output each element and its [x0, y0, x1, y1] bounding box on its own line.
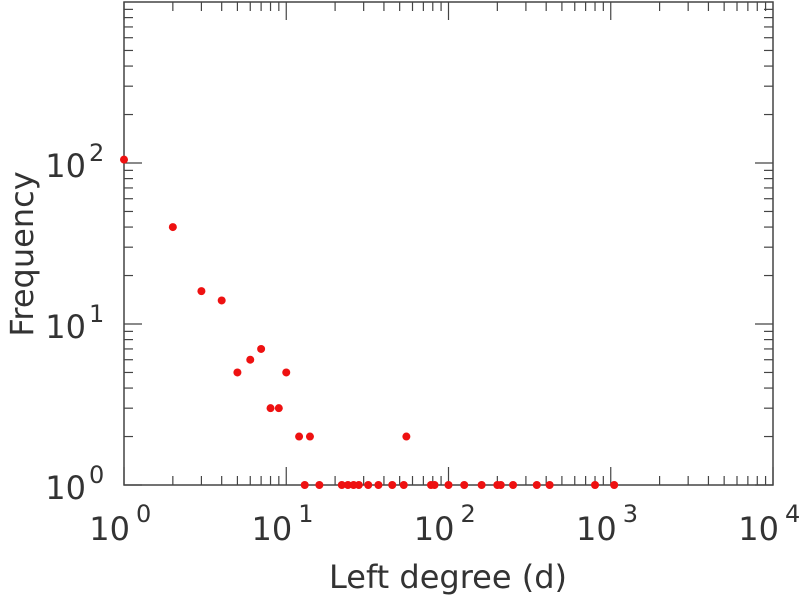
- data-points-layer: [120, 155, 619, 489]
- x-tick-label-exponent: 0: [136, 500, 151, 528]
- x-tick-label-base: 10: [89, 510, 130, 548]
- data-point: [305, 432, 314, 441]
- x-tick-label-exponent: 4: [785, 500, 800, 528]
- y-tick-label-exponent: 1: [89, 300, 104, 328]
- data-point: [545, 481, 554, 489]
- data-point: [282, 368, 291, 377]
- y-tick-label-base: 10: [45, 469, 86, 507]
- y-tick-label-base: 10: [45, 147, 86, 185]
- axes-layer: [123, 1, 774, 486]
- data-point: [337, 481, 346, 489]
- data-point: [388, 481, 397, 489]
- data-point: [120, 155, 128, 164]
- x-tick-label-base: 10: [414, 510, 455, 548]
- data-point: [496, 481, 505, 489]
- data-point: [399, 481, 408, 489]
- x-tick-label-base: 10: [252, 510, 293, 548]
- data-point: [343, 481, 352, 489]
- x-tick-label: 10 1: [252, 500, 314, 548]
- x-tick-label: 10 0: [89, 500, 151, 548]
- x-tick-label-base: 10: [738, 510, 779, 548]
- x-tick-label-base: 10: [576, 510, 617, 548]
- data-point: [610, 481, 619, 489]
- x-tick-label-exponent: 3: [623, 500, 638, 528]
- data-point: [274, 404, 283, 413]
- data-point: [532, 481, 541, 489]
- data-point: [509, 481, 518, 489]
- tick-labels-layer: 10 0 10 1 10 2 10 3 10 410 010 110 2: [45, 139, 800, 548]
- data-point: [402, 432, 411, 441]
- x-tick-label-exponent: 1: [298, 500, 313, 528]
- data-point: [300, 481, 309, 489]
- y-tick-label-exponent: 2: [89, 139, 104, 167]
- data-point: [246, 355, 255, 364]
- data-point: [197, 287, 206, 296]
- x-tick-label: 10 2: [414, 500, 476, 548]
- plot-frame: [123, 1, 774, 486]
- data-point: [374, 481, 383, 489]
- x-axis-title: Left degree (d): [329, 558, 567, 596]
- data-point: [444, 481, 453, 489]
- y-tick-label: 10 1: [45, 300, 104, 346]
- data-point: [295, 432, 304, 441]
- data-point: [266, 404, 275, 413]
- data-point: [591, 481, 600, 489]
- y-tick-label: 10 0: [45, 461, 104, 507]
- x-tick-label: 10 4: [738, 500, 800, 548]
- data-point: [364, 481, 373, 489]
- data-point: [477, 481, 486, 489]
- data-point: [168, 223, 177, 232]
- y-tick-label: 10 2: [45, 139, 104, 185]
- data-point: [460, 481, 469, 489]
- data-point: [430, 481, 439, 489]
- y-tick-label-exponent: 0: [89, 461, 104, 489]
- x-tick-label-exponent: 2: [461, 500, 476, 528]
- data-point: [257, 344, 266, 353]
- data-point: [354, 481, 363, 489]
- data-point: [217, 296, 226, 305]
- y-tick-label-base: 10: [45, 308, 86, 346]
- data-point: [315, 481, 324, 489]
- x-tick-label: 10 3: [576, 500, 638, 548]
- y-axis-title: Frequency: [3, 171, 41, 336]
- data-point: [233, 368, 242, 377]
